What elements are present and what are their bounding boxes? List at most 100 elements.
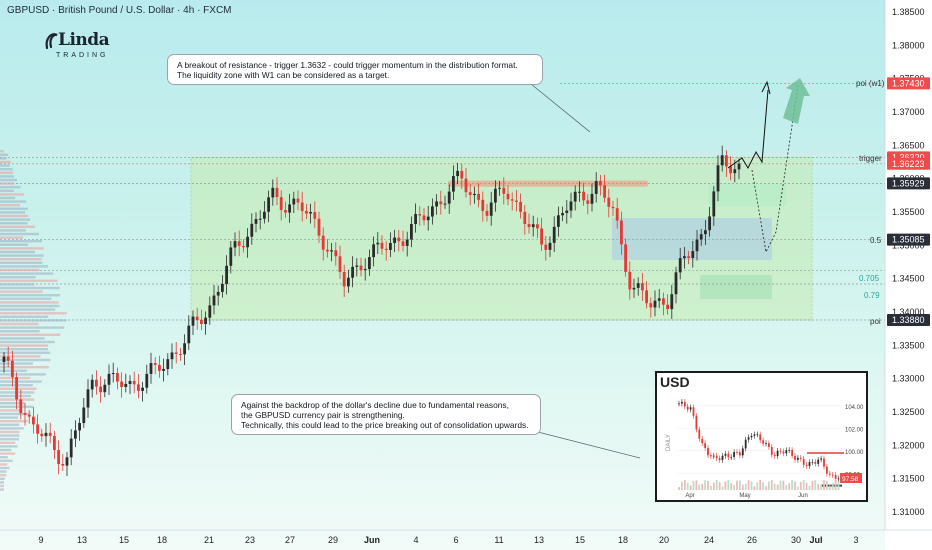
candle-body [557, 215, 560, 227]
candle-body [620, 220, 623, 245]
volume-profile-bar [0, 358, 51, 362]
candle-body [225, 265, 228, 284]
volume-profile-bar [0, 348, 48, 351]
inset-candle-body [736, 452, 738, 453]
inset-volume-bar [701, 483, 704, 490]
candle-body [195, 316, 199, 321]
volume-profile-bar [0, 153, 9, 156]
candle-body [393, 237, 396, 243]
candle-body [27, 414, 31, 417]
candle-body [23, 413, 27, 415]
candle-body [397, 237, 401, 242]
candle-body [561, 213, 564, 216]
candle-body [250, 223, 254, 237]
candle-body [624, 244, 627, 272]
volume-profile-bar [0, 265, 49, 268]
candle-body [452, 176, 455, 192]
price-label: 1.36320 [892, 152, 925, 162]
candle-body [48, 432, 52, 436]
inset-side-label: DAILY [666, 434, 672, 451]
inset-candle-body [788, 449, 791, 451]
level-tag: 0.5 [870, 236, 882, 245]
volume-profile-bar [0, 387, 37, 390]
annotation-line: Technically, this could lead to the pric… [241, 420, 529, 430]
volume-profile-bar [0, 402, 26, 405]
candle-body [183, 343, 186, 355]
candle-body [674, 272, 678, 295]
candle-body [141, 387, 144, 391]
inset-volume-bar [805, 482, 808, 490]
inset-volume-bar [823, 480, 825, 490]
candle-body [603, 185, 606, 198]
candle-body [53, 435, 56, 451]
inset-volume-bar [695, 480, 698, 490]
candle-body [368, 257, 371, 270]
candle-body [380, 242, 384, 249]
candle-body [82, 407, 86, 424]
volume-profile-bar [0, 286, 60, 290]
x-tick-label: 18 [618, 535, 628, 545]
x-tick-label: 4 [413, 535, 418, 545]
y-tick-label: 1.38000 [892, 40, 925, 50]
inset-x-tick: Apr [685, 493, 694, 499]
inset-volume-bar [689, 485, 692, 490]
candle-body [95, 379, 98, 387]
fib-zone [700, 275, 772, 299]
candle-body [389, 242, 392, 250]
candle-body [170, 352, 174, 360]
inset-volume-bar [698, 484, 701, 490]
volume-profile-bar [0, 445, 18, 448]
inset-last-price: 97.58 [842, 476, 859, 483]
inset-volume-bar [727, 480, 730, 490]
inset-volume-bar [704, 480, 706, 490]
candle-body [443, 203, 447, 205]
candle-body [565, 210, 569, 214]
candle-body [531, 224, 535, 228]
inset-candle-body [704, 443, 706, 448]
candle-body [678, 258, 682, 273]
candle-body [179, 353, 182, 355]
annotation-line: Against the backdrop of the dollar's dec… [241, 400, 509, 410]
candle-body [376, 242, 380, 245]
candle-body [666, 304, 669, 310]
inset-volume-bar [828, 485, 831, 490]
candle-body [536, 224, 539, 229]
candle-body [405, 239, 409, 246]
inset-candle-body [765, 443, 767, 444]
candle-body [6, 356, 10, 361]
y-tick-label: 1.31500 [892, 474, 925, 484]
x-tick-label: 6 [453, 535, 458, 545]
candle-body [628, 271, 632, 290]
inset-candle-body [707, 447, 709, 456]
volume-profile-bar [0, 376, 31, 380]
candle-body [607, 197, 611, 207]
inset-candle-body [718, 458, 721, 461]
inset-candle-body [678, 403, 680, 405]
inset-candle-body [808, 462, 811, 467]
volume-profile-bar [0, 308, 56, 311]
volume-profile-bar [0, 240, 42, 243]
candle-body [216, 291, 220, 296]
inset-y-tick: 100.00 [845, 450, 864, 456]
candle-body [19, 399, 23, 414]
volume-profile-bar [0, 178, 18, 182]
y-tick-label: 1.34500 [892, 274, 925, 284]
candle-body [540, 228, 543, 245]
candle-body [338, 256, 342, 272]
volume-profile-bar [0, 186, 21, 189]
candle-body [200, 320, 203, 325]
volume-profile-bar [0, 326, 65, 329]
candle-body [519, 201, 522, 212]
candle-body [363, 269, 367, 271]
price-label-box [887, 157, 930, 170]
price-label: 1.33880 [892, 315, 925, 325]
candle-body [347, 277, 350, 287]
x-tick-label: 13 [534, 535, 544, 545]
candle-body [737, 163, 741, 170]
annotation-breakout: A breakout of resistance - trigger 1.363… [167, 54, 543, 85]
candle-body [317, 218, 321, 236]
inset-candle-body [710, 455, 712, 457]
inset-candle-body [782, 451, 785, 454]
inset-candle-body [689, 407, 692, 410]
